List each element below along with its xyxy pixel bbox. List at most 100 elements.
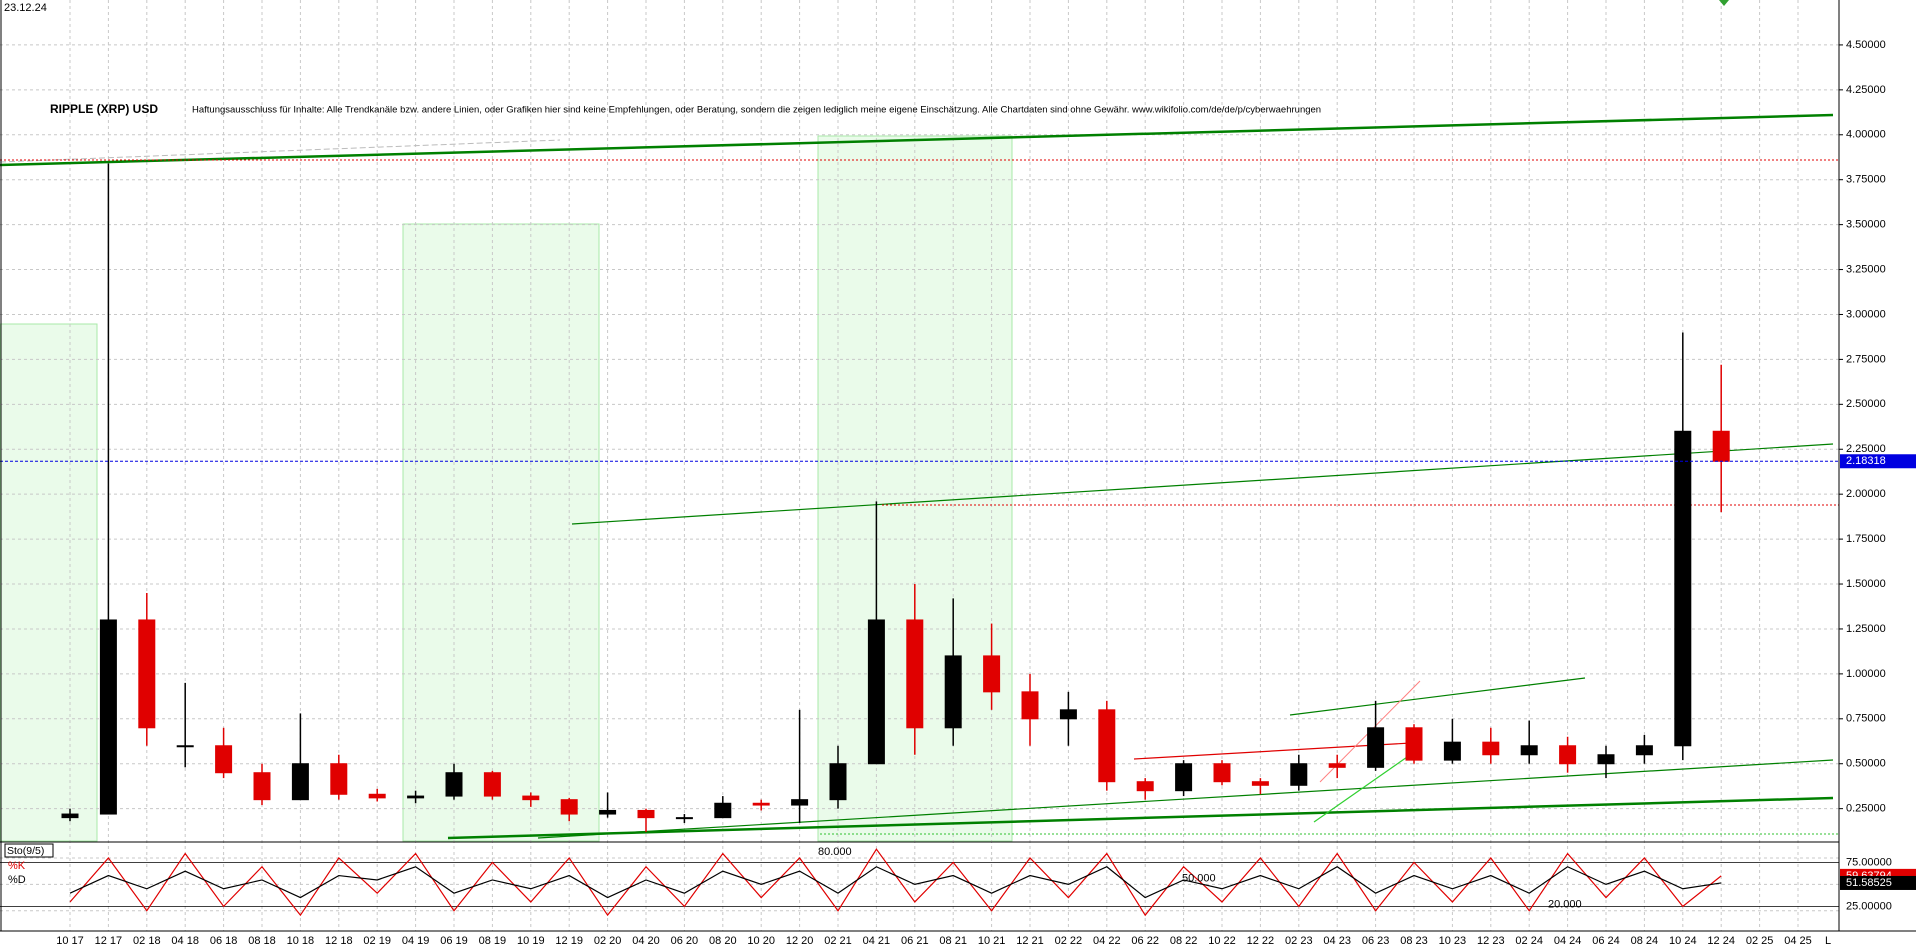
x-tick-label: 04 24: [1554, 935, 1582, 947]
indicator-title: Sto(9/5): [7, 845, 44, 857]
x-tick-label: 06 22: [1131, 935, 1159, 947]
y-tick-label: 2.75000: [1846, 353, 1886, 365]
candle-body: [522, 795, 540, 801]
y-tick-label: 3.75000: [1846, 174, 1886, 186]
y-tick-label: 4.25000: [1846, 84, 1886, 96]
candle-body: [1712, 430, 1730, 462]
candle-body: [675, 817, 693, 820]
candle-body: [1559, 745, 1577, 765]
x-tick-label: 04 25: [1784, 935, 1812, 947]
candle-body: [483, 772, 501, 797]
candle-body: [637, 809, 655, 819]
x-tick-label: 12 20: [786, 935, 814, 947]
x-tick-label: 04 23: [1323, 935, 1351, 947]
legend-label: %D: [8, 874, 26, 886]
candle-body: [445, 772, 463, 797]
candle-body: [1443, 741, 1461, 761]
x-tick-label: 12 24: [1707, 935, 1735, 947]
trend-line: [0, 113, 1834, 167]
candle-body: [407, 795, 425, 799]
y-tick-label: 4.00000: [1846, 129, 1886, 141]
x-tick-label: 06 21: [901, 935, 929, 947]
candle-body: [599, 809, 617, 815]
trend-line: [571, 443, 1834, 525]
x-tick-label: 04 21: [863, 935, 891, 947]
candle-body: [867, 619, 885, 765]
candle-body: [138, 619, 156, 729]
candle-body: [99, 619, 117, 815]
trend-line: [0, 139, 561, 163]
y-tick-label: 1.75000: [1846, 533, 1886, 545]
x-tick-label: 02 18: [133, 935, 161, 947]
legend-label: %K: [8, 860, 26, 872]
x-tick-label: 08 19: [479, 935, 507, 947]
x-tick-label: 12 22: [1247, 935, 1275, 947]
candle-body: [1635, 745, 1653, 756]
marker: [1719, 0, 1729, 6]
x-tick-label: 10 23: [1439, 935, 1467, 947]
y-tick-label: 1.50000: [1846, 578, 1886, 590]
x-tick-label: 12 17: [95, 935, 123, 947]
y-tick-label: 0.50000: [1846, 758, 1886, 770]
y-tick-label: 2.50000: [1846, 398, 1886, 410]
indicator-line: [69, 866, 1722, 899]
y-tick-label: 1.25000: [1846, 623, 1886, 635]
price-box: [1840, 454, 1916, 469]
x-tick-label: 08 18: [248, 935, 276, 947]
y-tick-label: 0.25000: [1846, 803, 1886, 815]
indicator-box: [4, 843, 54, 858]
x-tick-label: 08 24: [1631, 935, 1659, 947]
candle-body: [1021, 691, 1039, 720]
candle-body: [1482, 741, 1500, 756]
level-label: 80.000: [818, 846, 852, 858]
marks: [0, 163, 1839, 917]
candle-body: [1367, 727, 1385, 768]
x-tick-label: 02 19: [363, 935, 391, 947]
x-tick-label: 06 23: [1362, 935, 1390, 947]
price-label: 2.18318: [1846, 455, 1886, 467]
candle-body: [560, 799, 578, 815]
x-tick-label: 10 20: [747, 935, 775, 947]
candle-body: [906, 619, 924, 729]
x-tick-label: 04 22: [1093, 935, 1121, 947]
candle-body: [944, 655, 962, 729]
trend-line: [447, 796, 1834, 840]
candle-body: [1597, 754, 1615, 765]
candle-body: [215, 745, 233, 774]
x-tick-label: 02 20: [594, 935, 622, 947]
value-label: 51.58525: [1846, 877, 1892, 889]
y-tick-label: 1.00000: [1846, 668, 1886, 680]
x-tick-label: 08 22: [1170, 935, 1198, 947]
x-tick-label: 08 20: [709, 935, 737, 947]
x-tick-label: 02 24: [1515, 935, 1543, 947]
candle-body: [1175, 763, 1193, 792]
candle-body: [253, 772, 271, 801]
x-tick-label: 06 18: [210, 935, 238, 947]
candle-body: [1251, 781, 1269, 786]
x-tick-label: 04 18: [171, 935, 199, 947]
candle-body: [176, 745, 194, 748]
trend-line: [537, 759, 1834, 839]
x-tick-label: 12 21: [1016, 935, 1044, 947]
candle-body: [1098, 709, 1116, 783]
x-tick-label: 08 23: [1400, 935, 1428, 947]
y-tick-label: 3.50000: [1846, 219, 1886, 231]
x-tick-label: 12 18: [325, 935, 353, 947]
candle-body: [61, 813, 79, 819]
candle-body: [1674, 430, 1692, 747]
x-tick-label: 04 19: [402, 935, 430, 947]
x-tick-label: 10 19: [517, 935, 545, 947]
candle-body: [1213, 763, 1231, 783]
x-tick-label: 12 23: [1477, 935, 1505, 947]
candle-body: [714, 802, 732, 819]
trend-line: [1313, 747, 1421, 823]
x-tick-label: 10 18: [287, 935, 315, 947]
candle-body: [983, 655, 1001, 693]
x-tick-label: 10 24: [1669, 935, 1697, 947]
candle-body: [1059, 709, 1077, 720]
candle-body: [1405, 727, 1423, 761]
candle-body: [368, 793, 386, 799]
date: 23.12.24: [4, 2, 47, 14]
